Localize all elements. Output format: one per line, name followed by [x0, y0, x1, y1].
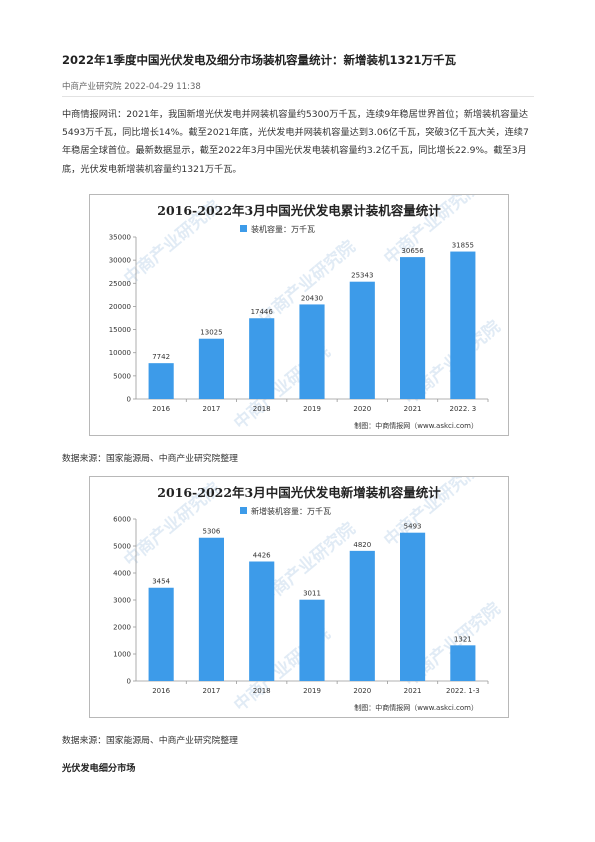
chart-credit: 制图：中商情报网（www.askci.com）	[354, 421, 478, 430]
x-tick-label: 2022. 1-3	[446, 687, 480, 695]
y-tick-label: 5000	[113, 372, 131, 380]
y-tick-label: 3000	[113, 597, 131, 605]
x-tick-label: 2016	[152, 405, 170, 413]
bar-value-label: 7742	[152, 353, 170, 361]
chart2-source-note: 数据来源：国家能源局、中商产业研究院整理	[62, 736, 238, 746]
y-tick-label: 25000	[109, 280, 131, 288]
x-tick-label: 2020	[353, 687, 371, 695]
title-divider	[62, 96, 534, 97]
cumulative-capacity-chart-svg: 中商产业研究院中商产业研究院中商产业研究院中商产业研究院中商产业研究院2016-…	[109, 195, 505, 434]
bar-value-label: 13025	[200, 329, 222, 337]
cumulative-capacity-chart: 中商产业研究院中商产业研究院中商产业研究院中商产业研究院中商产业研究院2016-…	[89, 194, 509, 436]
chart-title: 2016-2022年3月中国光伏发电累计装机容量统计	[157, 203, 441, 218]
x-tick-label: 2018	[253, 405, 271, 413]
bar	[400, 257, 426, 399]
x-tick-label: 2018	[253, 687, 271, 695]
bar-value-label: 25343	[351, 272, 373, 280]
bar	[198, 537, 224, 681]
bar	[299, 599, 325, 681]
bar	[400, 532, 426, 681]
article-paragraph: 中商情报网讯：2021年，我国新增光伏发电并网装机容量约5300万千瓦，连续9年…	[62, 109, 529, 175]
bar	[148, 363, 174, 399]
y-tick-label: 10000	[109, 349, 131, 357]
legend-swatch	[240, 507, 247, 514]
bar-value-label: 4820	[353, 541, 371, 549]
bar-value-label: 1321	[454, 635, 472, 643]
bar-value-label: 4426	[253, 551, 271, 559]
bar-value-label: 30656	[401, 247, 424, 255]
chart-credit: 制图：中商情报网（www.askci.com）	[354, 703, 478, 712]
legend-label: 装机容量：万千瓦	[251, 224, 315, 234]
y-tick-label: 15000	[109, 326, 131, 334]
bar-value-label: 3454	[152, 578, 170, 586]
bar	[249, 561, 275, 681]
x-tick-label: 2021	[404, 405, 422, 413]
y-tick-label: 35000	[109, 234, 131, 242]
bar-value-label: 5306	[203, 528, 221, 536]
x-tick-label: 2017	[203, 687, 221, 695]
legend-label: 新增装机容量：万千瓦	[251, 506, 331, 516]
new-capacity-chart: 中商产业研究院 中商产业研究院 中商产业研究院 中商产业研究院 中商产业研究院 2016-…	[89, 476, 509, 718]
article-title: 2022年1季度中国光伏发电及细分市场装机容量统计：新增装机1321万千瓦	[62, 53, 457, 67]
y-tick-label: 0	[127, 396, 131, 404]
bar	[198, 338, 224, 399]
article-meta: 中商产业研究院 2022-04-29 11:38	[62, 82, 201, 92]
bar-value-label: 17446	[251, 308, 274, 316]
y-tick-label: 0	[127, 678, 131, 686]
y-tick-label: 6000	[113, 516, 131, 524]
x-tick-label: 2022. 3	[449, 405, 476, 413]
chart-title: 2016-2022年3月中国光伏发电新增装机容量统计	[157, 485, 441, 500]
bar	[450, 251, 476, 399]
bar	[299, 304, 325, 399]
y-tick-label: 4000	[113, 570, 131, 578]
y-tick-label: 5000	[113, 543, 131, 551]
bar-value-label: 20430	[301, 294, 323, 302]
x-tick-label: 2019	[303, 687, 321, 695]
y-tick-label: 20000	[109, 303, 131, 311]
y-tick-label: 1000	[113, 651, 131, 659]
x-tick-label: 2019	[303, 405, 321, 413]
bar	[349, 550, 375, 681]
bar	[249, 318, 275, 399]
bar-value-label: 5493	[404, 523, 422, 531]
y-tick-label: 30000	[109, 257, 131, 265]
bar	[148, 587, 174, 681]
y-tick-label: 2000	[113, 624, 131, 632]
bar-value-label: 3011	[303, 590, 321, 598]
x-tick-label: 2017	[203, 405, 221, 413]
section-heading: 光伏发电细分市场	[62, 763, 136, 774]
x-tick-label: 2016	[152, 687, 170, 695]
legend-swatch	[240, 225, 247, 232]
bar-value-label: 31855	[452, 242, 474, 250]
bar	[450, 645, 476, 681]
bar	[349, 281, 375, 399]
x-tick-label: 2021	[404, 687, 422, 695]
chart1-source-note: 数据来源：国家能源局、中商产业研究院整理	[62, 454, 238, 464]
x-tick-label: 2020	[353, 405, 371, 413]
